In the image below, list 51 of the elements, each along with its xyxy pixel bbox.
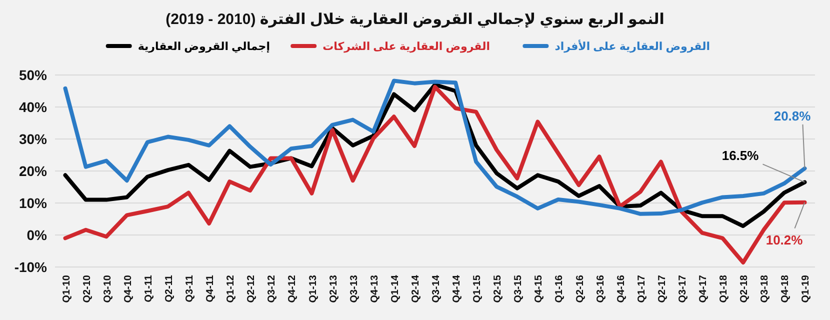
x-tick-label: Q1-19 [800,274,812,303]
x-tick-label: Q2-11 [164,274,175,302]
x-tick-label: Q2-18 [739,274,750,303]
legend-label: إجمالي القروض العقارية [138,41,270,53]
x-tick-label: Q2-12 [246,274,258,303]
x-tick-label: Q2-16 [574,274,586,303]
y-tick-label: 10% [18,195,48,211]
x-tick-label: Q3-16 [595,274,606,303]
x-tick-label: Q1-14 [390,274,401,303]
x-tick-label: Q2-15 [492,274,504,303]
legend-label: القروض العقارية على الشركات [322,41,490,53]
x-tick-label: Q4-18 [780,274,792,303]
x-tick-label: Q1-11 [143,274,154,302]
x-tick-label: Q1-12 [226,274,237,303]
x-tick-label: Q1-16 [554,274,566,303]
x-tick-label: Q4-16 [616,274,627,303]
x-tick-label: Q3-12 [266,274,278,303]
y-tick-label: 0% [26,227,48,243]
x-tick-label: Q3-10 [102,274,114,303]
x-tick-label: Q3-13 [348,274,360,303]
data-label: 20.8% [774,108,812,124]
x-tick-label: Q4-12 [287,274,298,303]
x-tick-label: Q3-14 [431,274,442,303]
y-tick-label: 40% [18,99,48,115]
x-tick-label: Q1-10 [61,274,72,303]
x-tick-label: Q3-17 [677,274,688,303]
x-tick-label: Q2-13 [328,274,340,303]
x-tick-label: Q4-15 [534,274,545,303]
y-tick-label: 20% [18,163,48,179]
x-tick-label: Q1-17 [636,274,648,303]
data-label: 16.5% [722,148,760,164]
x-tick-label: Q1-15 [472,274,484,303]
legend-label: القروض العقارية على الأفراد [554,39,710,53]
x-tick-label: Q3-11 [184,274,196,302]
x-tick-label: Q3-15 [513,274,524,303]
data-label: 10.2% [766,232,804,248]
chart-title: النمو الربع سنوي لإجمالي القروض العقارية خلال الفترة (2010 - 2019) [166,11,664,28]
y-tick-label: -10% [14,259,48,275]
x-tick-label: Q4-13 [369,274,380,303]
y-tick-label: 50% [18,67,48,83]
x-tick-label: Q2-14 [410,274,422,303]
x-tick-label: Q3-18 [760,274,771,303]
x-tick-label: Q2-10 [82,274,93,303]
x-tick-label: Q1-18 [718,274,730,303]
x-tick-label: Q4-10 [122,274,134,303]
y-tick-label: 30% [18,131,48,147]
x-tick-label: Q4-14 [452,274,463,303]
x-tick-label: Q2-17 [656,274,668,303]
x-tick-label: Q1-13 [308,274,319,303]
x-tick-label: Q4-17 [698,274,710,303]
x-tick-label: Q4-11 [205,274,216,302]
